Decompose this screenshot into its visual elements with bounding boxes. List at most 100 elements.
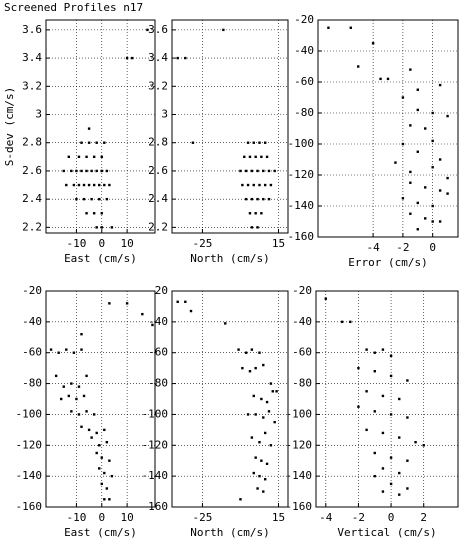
x-tick-label: 15 <box>272 511 285 524</box>
point <box>265 400 269 404</box>
x-tick-label: -2 <box>352 511 365 524</box>
plot-frame <box>45 19 156 234</box>
point <box>431 204 434 208</box>
x-tick-label: -4 <box>319 511 333 524</box>
point <box>409 124 412 127</box>
point <box>250 226 254 229</box>
point <box>191 141 195 144</box>
point <box>246 183 250 187</box>
point <box>340 320 344 324</box>
point <box>67 394 71 398</box>
point <box>239 498 242 501</box>
point <box>77 413 81 416</box>
point <box>103 183 106 187</box>
point <box>108 183 111 187</box>
point <box>431 220 434 223</box>
x-tick-label: -2 <box>396 241 409 254</box>
y-tick-label: -80 <box>22 377 42 390</box>
y-tick-label: -20 <box>294 13 314 26</box>
point <box>357 405 360 408</box>
point <box>373 351 376 354</box>
point <box>252 471 255 475</box>
x-tick-label: 15 <box>272 237 285 250</box>
point <box>90 197 93 201</box>
point <box>77 385 81 388</box>
point <box>105 197 109 201</box>
y-tick-label: 2.4 <box>148 192 168 205</box>
point <box>100 456 103 459</box>
point <box>394 161 397 164</box>
point <box>92 183 96 187</box>
point <box>65 348 68 351</box>
y-tick-label: -140 <box>142 469 169 482</box>
point <box>92 413 96 416</box>
point <box>416 108 419 112</box>
point <box>82 394 86 398</box>
x-tick-label: 2 <box>420 511 427 524</box>
point <box>95 169 98 173</box>
point <box>224 322 227 325</box>
point <box>77 155 81 159</box>
point <box>189 309 193 313</box>
point <box>431 139 434 143</box>
x-tick-label: -10 <box>66 237 86 250</box>
point <box>416 150 419 153</box>
point <box>389 482 393 486</box>
point <box>324 297 327 300</box>
point <box>239 169 242 173</box>
y-tick-label: -160 <box>16 500 43 513</box>
point <box>62 169 65 173</box>
point <box>98 197 101 201</box>
point <box>401 197 405 200</box>
x-axis-label: East (cm/s) <box>64 526 137 539</box>
point <box>438 83 442 87</box>
point <box>424 186 427 189</box>
point <box>269 444 273 447</box>
y-tick-label: -60 <box>148 346 168 359</box>
point <box>263 183 267 187</box>
point <box>103 471 106 475</box>
y-tick-label: 2.8 <box>22 136 42 149</box>
point <box>258 441 261 444</box>
y-tick-label: 3.4 <box>22 51 42 64</box>
point <box>401 96 405 99</box>
y-tick-label: 2.6 <box>148 164 168 177</box>
point <box>80 141 83 144</box>
y-tick-label: -160 <box>288 230 315 243</box>
y-tick-label: 2.4 <box>22 192 42 205</box>
y-tick-label: -100 <box>16 407 43 420</box>
point <box>389 374 393 378</box>
point <box>357 65 360 68</box>
point <box>262 197 265 201</box>
figure-title: Screened Profiles n17 <box>4 1 143 14</box>
point <box>248 155 252 159</box>
point <box>176 56 179 60</box>
plot-frame <box>45 290 156 508</box>
point <box>49 348 53 351</box>
point <box>250 436 254 439</box>
point <box>401 142 405 146</box>
point <box>108 459 111 462</box>
point <box>248 212 252 215</box>
point <box>125 302 129 305</box>
point <box>95 451 98 455</box>
y-tick-label: -20 <box>148 284 168 297</box>
point <box>260 155 263 159</box>
point <box>252 183 255 187</box>
plot-frame <box>171 290 289 508</box>
y-tick-label: -80 <box>292 377 312 390</box>
point <box>273 420 276 424</box>
point <box>80 348 83 351</box>
point <box>389 354 393 357</box>
point <box>381 467 385 470</box>
y-tick-label: 3.6 <box>148 23 168 36</box>
point <box>141 312 144 316</box>
point <box>241 366 244 370</box>
point <box>406 459 409 462</box>
point <box>365 348 368 351</box>
point <box>100 226 103 229</box>
point <box>90 436 93 439</box>
point <box>349 320 352 324</box>
point <box>446 114 449 118</box>
point <box>70 382 73 385</box>
